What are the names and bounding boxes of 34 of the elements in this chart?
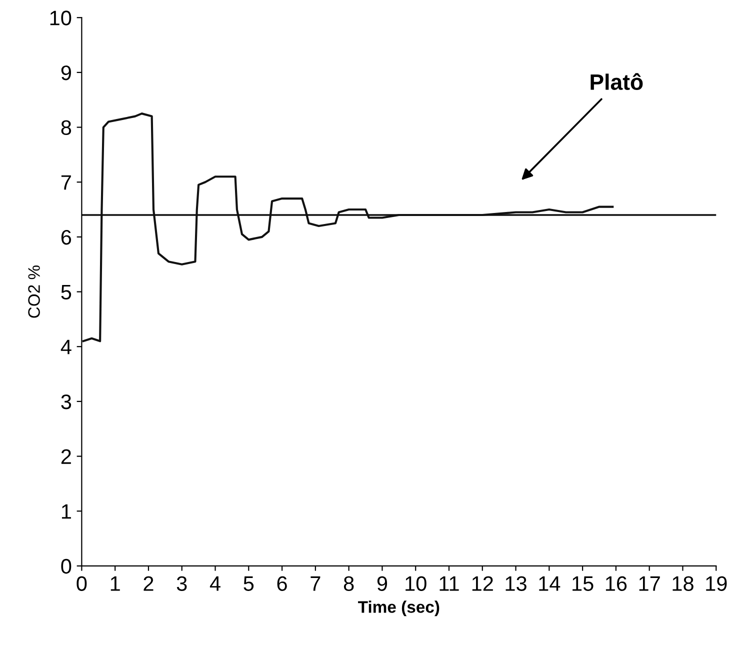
x-axis-title: Time (sec): [358, 600, 440, 616]
x-tick-label: 18: [672, 576, 694, 591]
y-tick-label: 10: [50, 10, 72, 26]
y-tick-label: 3: [61, 394, 72, 410]
x-tick-label: 8: [344, 576, 354, 591]
x-tick-label: 5: [244, 576, 254, 591]
x-tick-label: 11: [440, 576, 459, 591]
y-tick-label: 6: [61, 230, 72, 245]
x-tick-label: 16: [606, 576, 627, 591]
y-tick-label: 4: [60, 340, 72, 354]
x-tick-label: 13: [506, 576, 526, 591]
y-tick-label: 2: [61, 449, 71, 464]
x-tick-label: 12: [472, 576, 493, 591]
x-tick-label: 10: [406, 576, 426, 591]
y-tick-label: 5: [61, 284, 72, 300]
y-tick-label: 7: [61, 175, 71, 190]
x-tick-label: 0: [76, 576, 87, 591]
x-tick-label: 4: [210, 576, 220, 591]
x-tick-label: 3: [176, 576, 187, 591]
x-tick-label: 19: [706, 576, 727, 591]
y-tick-label: 9: [61, 65, 71, 80]
annotation: Platô: [590, 73, 643, 90]
x-tick-label: 15: [572, 576, 594, 591]
x-tick-label: 17: [639, 576, 660, 591]
y-axis-title: CO2 %: [28, 266, 40, 318]
x-tick-label: 7: [310, 576, 320, 591]
x-tick-label: 1: [110, 576, 120, 591]
y-tick-label: 1: [62, 504, 71, 519]
x-tick-label: 9: [377, 576, 388, 591]
y-tick-label: 8: [61, 120, 72, 136]
x-tick-label: 6: [277, 576, 287, 591]
y-tick-label: 0: [61, 558, 72, 574]
x-tick-label: 2: [144, 576, 154, 591]
x-tick-label: 14: [539, 576, 560, 591]
